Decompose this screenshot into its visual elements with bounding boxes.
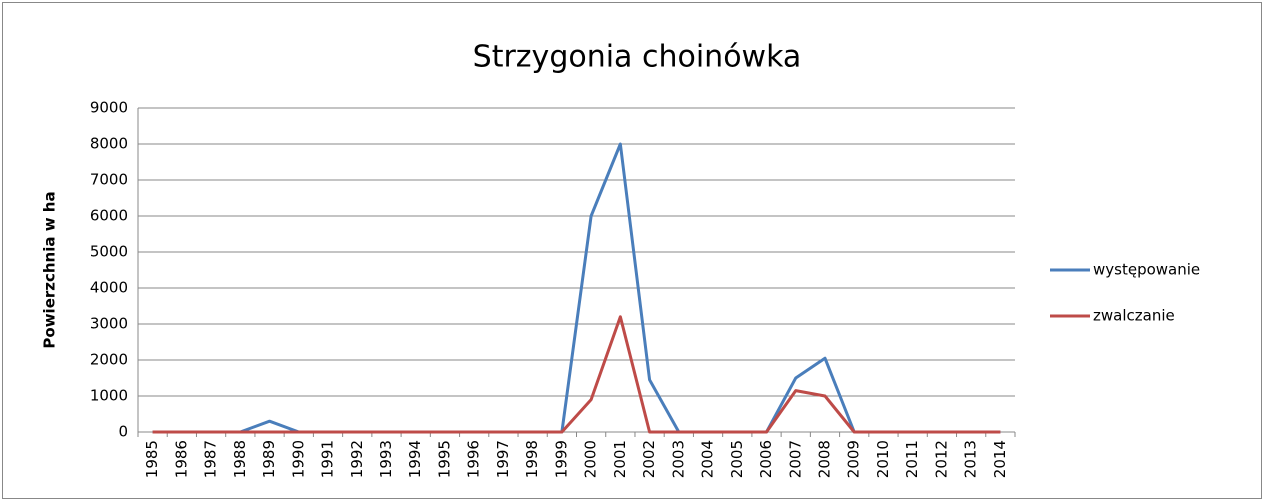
x-tick-label: 2002 [640, 440, 658, 478]
x-tick-label: 2008 [815, 440, 833, 478]
x-tick-label: 1986 [172, 440, 190, 478]
x-tick-label: 1993 [377, 440, 395, 478]
x-tick-label: 1985 [143, 440, 161, 478]
y-tick-label: 7000 [90, 171, 128, 189]
x-tick-label: 2000 [582, 440, 600, 478]
x-tick-label: 1999 [552, 440, 570, 478]
legend-label: występowanie [1093, 261, 1200, 279]
x-tick-label: 1991 [319, 440, 337, 478]
x-tick-label: 2005 [728, 440, 746, 478]
x-tick-label: 1998 [523, 440, 541, 478]
y-tick-label: 9000 [90, 99, 128, 117]
y-tick-label: 3000 [90, 315, 128, 333]
y-tick-label: 6000 [90, 207, 128, 225]
x-tick-label: 2011 [903, 440, 921, 478]
x-tick-label: 2003 [669, 440, 687, 478]
x-tick-label: 1992 [348, 440, 366, 478]
legend-label: zwalczanie [1093, 307, 1175, 325]
y-tick-label: 2000 [90, 351, 128, 369]
x-tick-label: 1989 [260, 440, 278, 478]
series-line [152, 315, 1001, 434]
chart-title: Strzygonia choinówka [473, 40, 802, 75]
y-tick-label: 5000 [90, 243, 128, 261]
y-tick-label: 4000 [90, 279, 128, 297]
x-tick-label: 2004 [699, 440, 717, 478]
x-tick-label: 1988 [231, 440, 249, 478]
x-tick-label: 1997 [494, 440, 512, 478]
x-tick-label: 1990 [289, 440, 307, 478]
x-tick-label: 2012 [932, 440, 950, 478]
x-tick-label: 2006 [757, 440, 775, 478]
x-tick-label: 2001 [611, 440, 629, 478]
x-tick-label: 1987 [202, 440, 220, 478]
y-tick-label: 1000 [90, 387, 128, 405]
x-tick-label: 2013 [962, 440, 980, 478]
x-tick-label: 2014 [991, 440, 1009, 478]
x-tick-label: 2010 [874, 440, 892, 478]
x-tick-label: 2009 [845, 440, 863, 478]
y-tick-label: 0 [118, 423, 128, 441]
x-tick-label: 1994 [406, 440, 424, 478]
y-tick-label: 8000 [90, 135, 128, 153]
y-axis-label: Powierzchnia w ha [41, 191, 59, 348]
x-tick-label: 1995 [435, 440, 453, 478]
x-tick-label: 1996 [465, 440, 483, 478]
x-tick-label: 2007 [786, 440, 804, 478]
